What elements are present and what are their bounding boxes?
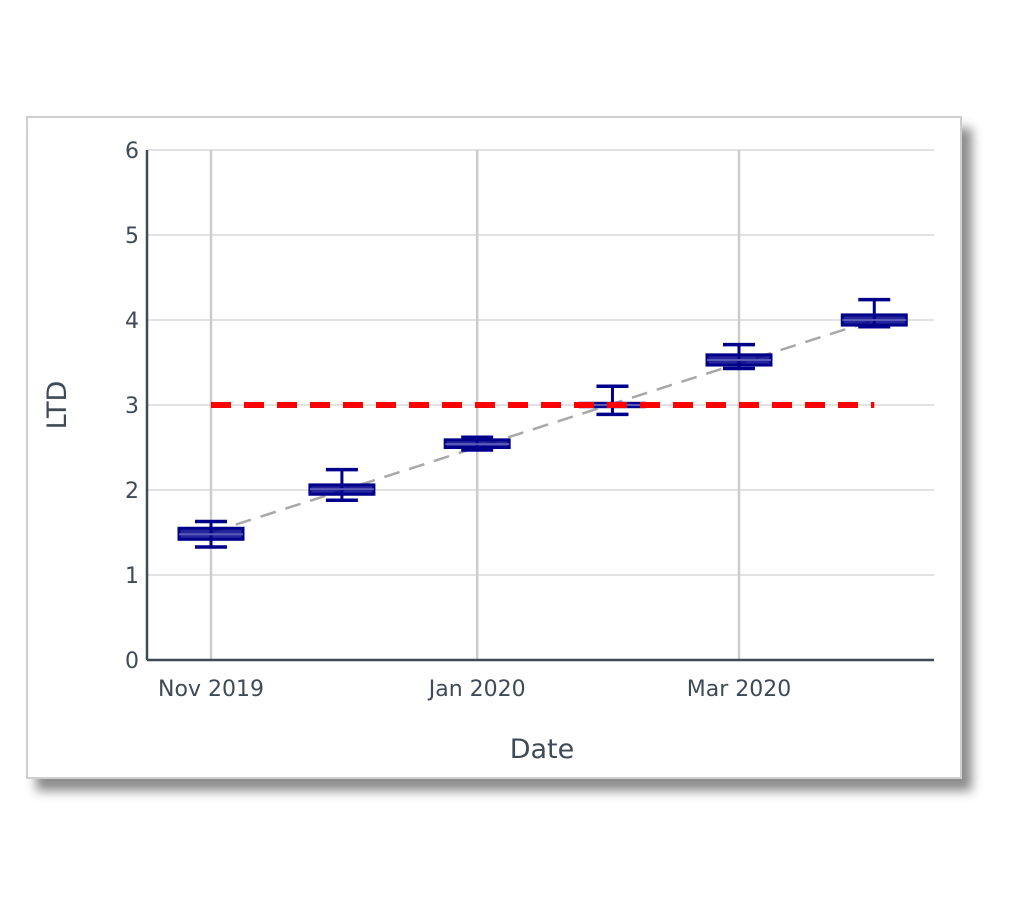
box — [177, 519, 245, 549]
x-tick-label: Jan 2020 — [427, 677, 526, 702]
trend-line-layer — [210, 318, 875, 534]
box — [705, 342, 773, 371]
box — [308, 467, 376, 502]
trend-line — [210, 318, 875, 534]
axes — [145, 150, 934, 662]
box — [443, 435, 511, 452]
y-tick-label: 5 — [125, 224, 139, 249]
x-tick-label: Nov 2019 — [158, 677, 264, 702]
y-tick-label: 0 — [125, 649, 139, 674]
y-tick-label: 6 — [125, 139, 139, 164]
tick-labels: 0 1 2 3 4 5 6 Nov 2019 Jan 2020 Mar 2020 — [125, 139, 791, 702]
box — [840, 297, 908, 329]
y-tick-label: 3 — [125, 394, 139, 419]
y-tick-label: 1 — [125, 564, 139, 589]
y-axis-title: LTD — [42, 381, 73, 430]
x-axis-title: Date — [510, 734, 575, 765]
boxes-layer — [177, 297, 908, 549]
x-tick-label: Mar 2020 — [687, 677, 792, 702]
y-tick-label: 2 — [125, 479, 139, 504]
y-tick-label: 4 — [125, 309, 139, 334]
